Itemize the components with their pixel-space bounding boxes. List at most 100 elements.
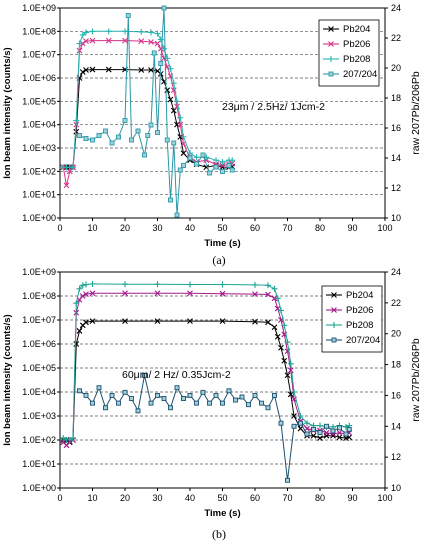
data-point (109, 140, 115, 146)
y-right-axis-label: raw 207Pb/206Pb (410, 71, 422, 155)
data-point (90, 137, 95, 143)
data-point (157, 45, 164, 52)
data-point (73, 341, 80, 347)
data-point (193, 154, 200, 161)
data-point (291, 423, 297, 429)
data-point (170, 107, 177, 114)
x-tick-label: 70 (282, 493, 292, 503)
legend-label: Pb206 (343, 39, 370, 50)
data-point (79, 69, 86, 75)
x-axis-label: Time (s) (204, 508, 240, 519)
data-point (167, 65, 174, 72)
data-point (79, 31, 86, 38)
data-point (105, 28, 112, 35)
data-point (105, 37, 112, 44)
data-point (285, 477, 290, 483)
data-point (337, 425, 342, 431)
data-point (177, 167, 183, 173)
data-point (129, 137, 134, 143)
data-point (317, 435, 323, 441)
data-point (76, 40, 83, 47)
data-point (281, 357, 288, 364)
data-point (187, 392, 193, 398)
data-point (164, 137, 170, 143)
data-point (154, 281, 161, 288)
data-point (63, 182, 70, 189)
data-point (213, 392, 219, 398)
plot-annotation: 23μm / 2.5Hz/ 1Jcm-2 (222, 101, 325, 113)
data-point (135, 128, 141, 134)
data-point (148, 39, 154, 45)
x-tick-label: 50 (217, 493, 227, 503)
data-point (148, 67, 154, 73)
y-right-tick-label: 12 (391, 183, 401, 193)
data-point (63, 442, 70, 449)
y-left-axis-label: Ion beam intensity (counts/s) (2, 314, 13, 445)
x-tick-label: 10 (87, 493, 97, 503)
y-right-tick-label: 14 (391, 421, 401, 431)
y-right-axis-label: raw 207Pb/206Pb (410, 338, 422, 422)
series-Pb208 (60, 28, 236, 171)
data-point (346, 426, 352, 432)
data-point (278, 307, 284, 314)
data-point (103, 128, 108, 134)
data-point (187, 290, 193, 297)
data-point (310, 432, 317, 439)
y-left-tick-label: 1.0E+07 (22, 50, 56, 60)
data-point (89, 37, 96, 44)
data-point (252, 291, 258, 297)
series-Pb204 (60, 318, 353, 446)
panel-label: (b) (212, 527, 226, 541)
data-point (66, 168, 73, 175)
data-point (187, 318, 193, 324)
data-point (170, 80, 177, 87)
data-point (77, 388, 82, 394)
y-right-tick-label: 20 (391, 329, 401, 339)
data-point (96, 133, 102, 138)
data-point (122, 118, 128, 123)
data-point (161, 396, 167, 401)
y-right-tick-label: 16 (391, 390, 401, 400)
data-point (311, 426, 316, 432)
data-point (252, 392, 258, 398)
legend-label: 207/204 (343, 69, 377, 80)
y-right-tick-label: 22 (391, 298, 401, 308)
x-tick-label: 40 (185, 493, 195, 503)
legend-label: Pb204 (346, 290, 373, 301)
data-point (187, 281, 193, 288)
y-left-tick-label: 1.0E+04 (22, 387, 56, 397)
data-point (219, 318, 226, 324)
data-point (129, 396, 134, 401)
x-tick-label: 20 (120, 223, 130, 233)
y-right-tick-label: 14 (391, 153, 401, 163)
data-point (331, 307, 337, 313)
data-point (109, 392, 115, 398)
data-point (291, 389, 297, 395)
data-point (73, 300, 80, 307)
y-right-tick-label: 18 (391, 93, 401, 103)
y-left-tick-label: 1.0E+00 (22, 483, 56, 493)
data-point (83, 136, 89, 141)
data-point (229, 167, 235, 173)
data-point (161, 5, 167, 11)
data-point (66, 437, 73, 443)
data-point (116, 134, 121, 140)
data-point (148, 122, 154, 128)
y-left-tick-label: 1.0E+03 (22, 411, 56, 421)
data-point (278, 344, 284, 351)
y-left-tick-label: 1.0E+00 (22, 213, 56, 223)
legend-label: Pb206 (346, 305, 373, 316)
data-point (145, 133, 151, 138)
data-point (226, 163, 232, 168)
data-point (328, 41, 334, 47)
data-point (83, 319, 89, 326)
data-point (213, 164, 219, 170)
data-point (187, 150, 193, 157)
data-point (265, 291, 271, 298)
data-point (83, 291, 89, 297)
data-point (219, 162, 226, 169)
legend-label: Pb208 (343, 54, 370, 65)
data-point (105, 66, 112, 73)
data-point (148, 400, 154, 406)
data-point (181, 396, 186, 401)
